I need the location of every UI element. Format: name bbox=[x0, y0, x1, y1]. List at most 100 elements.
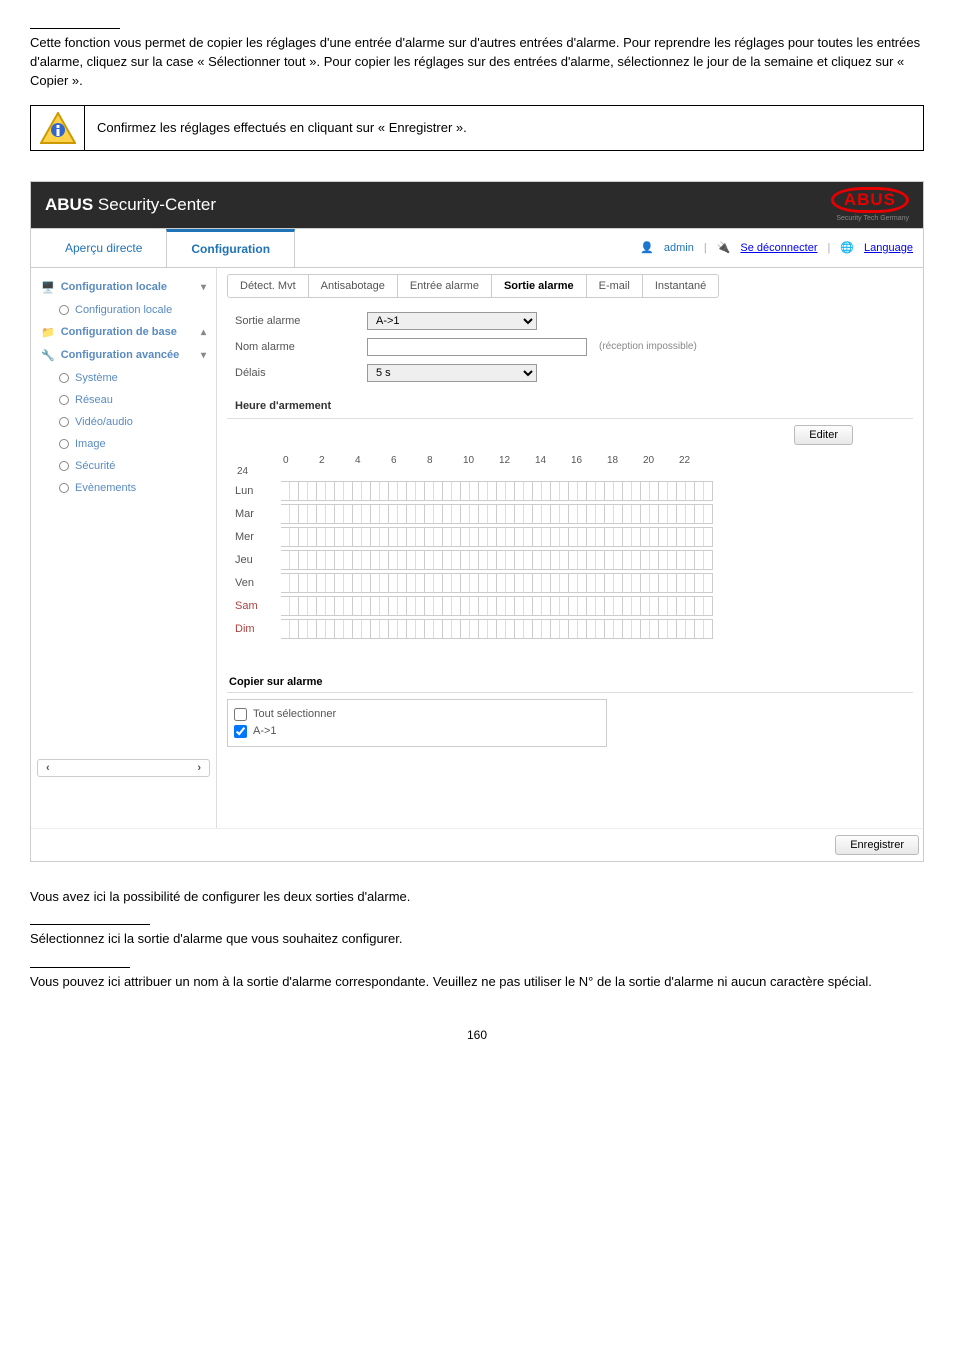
schedule-slot[interactable] bbox=[677, 573, 695, 593]
schedule-slot[interactable] bbox=[641, 504, 659, 524]
schedule-slot[interactable] bbox=[533, 481, 551, 501]
schedule-slot[interactable] bbox=[677, 550, 695, 570]
schedule-slot[interactable] bbox=[353, 504, 371, 524]
schedule-slot[interactable] bbox=[533, 596, 551, 616]
schedule-slot[interactable] bbox=[299, 527, 317, 547]
schedule-slot[interactable] bbox=[371, 619, 389, 639]
scroll-left-icon[interactable]: ‹ bbox=[46, 762, 50, 774]
schedule-slot[interactable] bbox=[335, 504, 353, 524]
schedule-slot[interactable] bbox=[587, 573, 605, 593]
sidebar-item-evenements[interactable]: Evènements bbox=[37, 477, 210, 499]
schedule-slot[interactable] bbox=[659, 504, 677, 524]
schedule-slot[interactable] bbox=[389, 504, 407, 524]
schedule-slot[interactable] bbox=[515, 619, 533, 639]
schedule-slot[interactable] bbox=[551, 573, 569, 593]
schedule-slot[interactable] bbox=[605, 481, 623, 501]
schedule-slot[interactable] bbox=[353, 573, 371, 593]
select-delais[interactable]: 5 s bbox=[367, 364, 537, 382]
schedule-slot[interactable] bbox=[479, 504, 497, 524]
schedule-slot[interactable] bbox=[551, 527, 569, 547]
schedule-slot[interactable] bbox=[515, 573, 533, 593]
input-nom-alarme[interactable] bbox=[367, 338, 587, 356]
schedule-slot[interactable] bbox=[353, 619, 371, 639]
schedule-slot[interactable] bbox=[425, 619, 443, 639]
schedule-slot[interactable] bbox=[371, 573, 389, 593]
schedule-slot[interactable] bbox=[407, 527, 425, 547]
schedule-slot[interactable] bbox=[317, 619, 335, 639]
checkbox-a1[interactable]: A->1 bbox=[234, 723, 600, 740]
schedule-slot[interactable] bbox=[461, 596, 479, 616]
schedule-slot[interactable] bbox=[425, 596, 443, 616]
sidebar-item-systeme[interactable]: Système bbox=[37, 367, 210, 389]
schedule-slot[interactable] bbox=[335, 596, 353, 616]
schedule-slot[interactable] bbox=[299, 504, 317, 524]
schedule-slot[interactable] bbox=[695, 527, 713, 547]
schedule-slot[interactable] bbox=[677, 596, 695, 616]
schedule-slot[interactable] bbox=[515, 481, 533, 501]
schedule-slot[interactable] bbox=[389, 550, 407, 570]
schedule-slot[interactable] bbox=[353, 481, 371, 501]
schedule-slot[interactable] bbox=[677, 481, 695, 501]
schedule-slot[interactable] bbox=[659, 619, 677, 639]
schedule-slot[interactable] bbox=[587, 481, 605, 501]
schedule-slot[interactable] bbox=[443, 527, 461, 547]
schedule-slot[interactable] bbox=[497, 527, 515, 547]
schedule-slot[interactable] bbox=[695, 573, 713, 593]
schedule-slot[interactable] bbox=[443, 596, 461, 616]
schedule-slot[interactable] bbox=[335, 481, 353, 501]
schedule-slot[interactable] bbox=[533, 527, 551, 547]
schedule-slot[interactable] bbox=[407, 619, 425, 639]
schedule-slot[interactable] bbox=[461, 619, 479, 639]
schedule-slot[interactable] bbox=[569, 573, 587, 593]
schedule-slot[interactable] bbox=[677, 527, 695, 547]
schedule-slot[interactable] bbox=[335, 550, 353, 570]
tab-antisabotage[interactable]: Antisabotage bbox=[309, 275, 398, 297]
schedule-slot[interactable] bbox=[569, 504, 587, 524]
schedule-slot[interactable] bbox=[389, 481, 407, 501]
schedule-slot[interactable] bbox=[569, 619, 587, 639]
language-link[interactable]: Language bbox=[864, 242, 913, 254]
schedule-slot[interactable] bbox=[425, 504, 443, 524]
schedule-slot[interactable] bbox=[371, 550, 389, 570]
schedule-slot[interactable] bbox=[587, 504, 605, 524]
schedule-slot[interactable] bbox=[407, 481, 425, 501]
schedule-slot[interactable] bbox=[389, 573, 407, 593]
schedule-slot[interactable] bbox=[317, 596, 335, 616]
checkbox-select-all[interactable]: Tout sélectionner bbox=[234, 706, 600, 723]
schedule-slot[interactable] bbox=[425, 481, 443, 501]
schedule-slot[interactable] bbox=[299, 619, 317, 639]
schedule-slot[interactable] bbox=[659, 550, 677, 570]
schedule-slot[interactable] bbox=[281, 504, 299, 524]
schedule-slot[interactable] bbox=[371, 504, 389, 524]
sidebar-item-video[interactable]: Vidéo/audio bbox=[37, 411, 210, 433]
schedule-slot[interactable] bbox=[407, 550, 425, 570]
schedule-slot[interactable] bbox=[623, 619, 641, 639]
schedule-slot[interactable] bbox=[569, 527, 587, 547]
edit-button[interactable]: Editer bbox=[794, 425, 853, 445]
schedule-slot[interactable] bbox=[497, 550, 515, 570]
schedule-slot[interactable] bbox=[317, 573, 335, 593]
schedule-slot[interactable] bbox=[587, 550, 605, 570]
schedule-slot[interactable] bbox=[623, 573, 641, 593]
schedule-slot[interactable] bbox=[317, 550, 335, 570]
tab-apercu[interactable]: Aperçu directe bbox=[41, 229, 166, 267]
schedule-slot[interactable] bbox=[461, 573, 479, 593]
schedule-slot[interactable] bbox=[317, 527, 335, 547]
schedule-slot[interactable] bbox=[479, 573, 497, 593]
sidebar-item-image[interactable]: Image bbox=[37, 433, 210, 455]
schedule-slot[interactable] bbox=[695, 619, 713, 639]
schedule-slot[interactable] bbox=[479, 550, 497, 570]
schedule-slot[interactable] bbox=[605, 573, 623, 593]
schedule-slot[interactable] bbox=[281, 619, 299, 639]
checkbox-all-input[interactable] bbox=[234, 708, 247, 721]
schedule-slot[interactable] bbox=[641, 573, 659, 593]
schedule-slot[interactable] bbox=[497, 481, 515, 501]
tab-configuration[interactable]: Configuration bbox=[166, 229, 295, 267]
schedule-slot[interactable] bbox=[335, 573, 353, 593]
tab-sortie-alarme[interactable]: Sortie alarme bbox=[492, 275, 587, 297]
schedule-slot[interactable] bbox=[587, 527, 605, 547]
schedule-slot[interactable] bbox=[299, 596, 317, 616]
schedule-slot[interactable] bbox=[695, 504, 713, 524]
sidebar-scroll[interactable]: ‹ › bbox=[37, 759, 210, 777]
schedule-slot[interactable] bbox=[443, 481, 461, 501]
